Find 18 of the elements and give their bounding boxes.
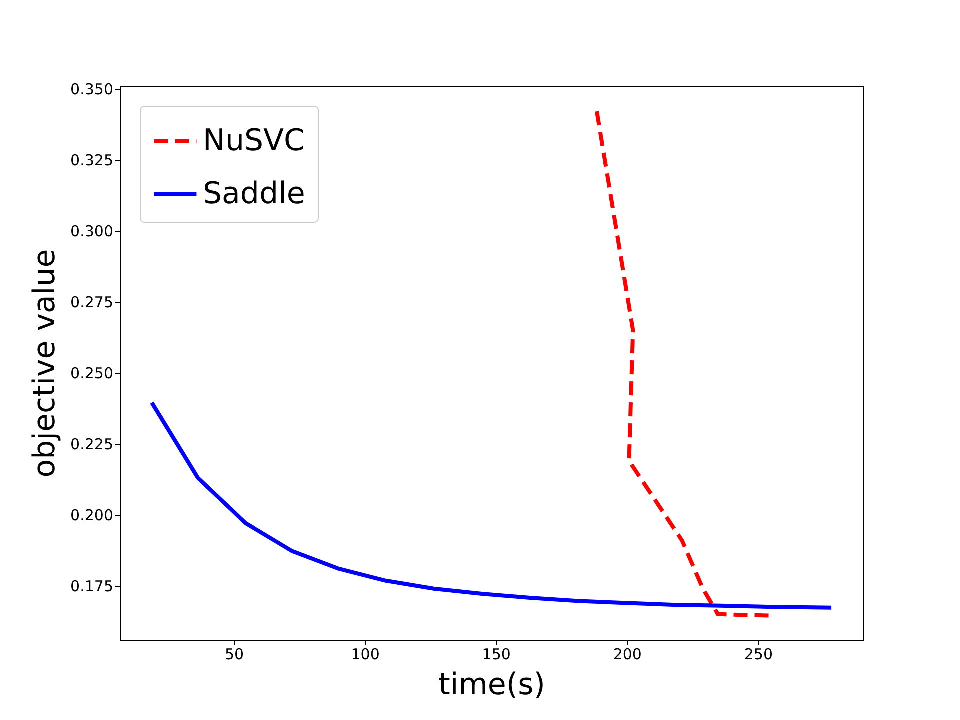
y-tick-label: 0.275 [70,293,114,312]
x-axis-title: time(s) [438,668,546,702]
x-tick-label: 50 [224,646,244,664]
y-tick-label: 0.200 [70,506,114,524]
x-tick-label: 250 [744,646,773,664]
x-tick-label: 100 [351,646,380,664]
x-tick-label: 150 [482,646,511,664]
y-axis-title: objective value [28,249,63,478]
legend-label: Saddle [203,176,306,212]
y-tick-label: 0.350 [70,80,114,98]
y-tick-label: 0.225 [70,435,114,454]
legend-label: NuSVC [203,124,305,158]
y-tick-label: 0.175 [70,578,114,596]
x-tick-label: 200 [613,646,642,664]
y-tick-label: 0.325 [70,151,114,170]
y-tick-label: 0.300 [70,222,114,240]
y-tick-label: 0.250 [70,364,114,382]
line-series [150,400,834,610]
